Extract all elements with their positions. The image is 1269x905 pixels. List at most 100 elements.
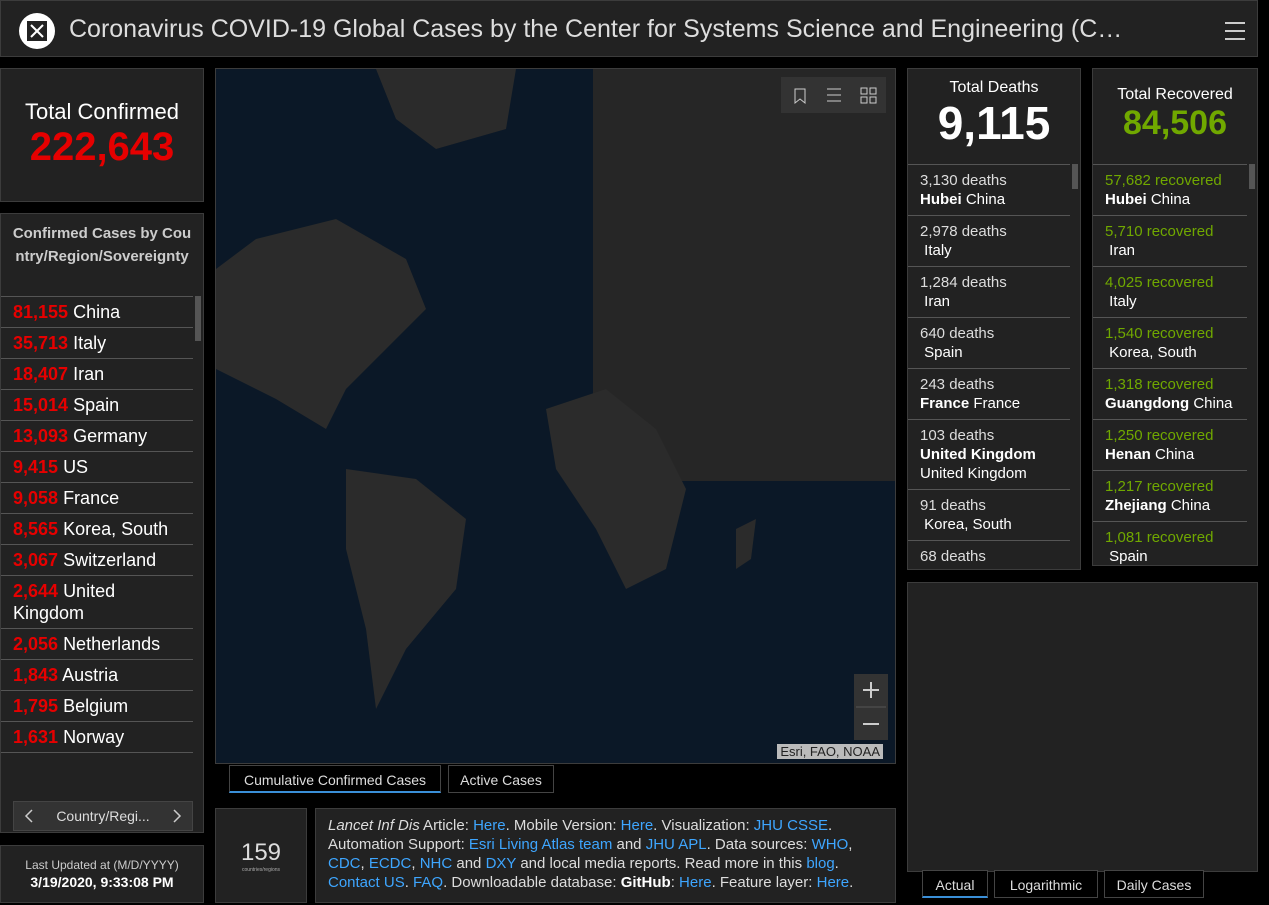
list-row: 4,025 recovered Italy bbox=[1093, 267, 1247, 318]
attribution: Esri, FAO, NOAA bbox=[777, 744, 883, 759]
link[interactable]: WHO bbox=[811, 836, 849, 853]
location: United Kingdom United Kingdom bbox=[920, 445, 1058, 483]
tab[interactable]: Active Cases bbox=[448, 765, 554, 793]
country: Germany bbox=[73, 426, 148, 446]
list-row: 35,713 Italy bbox=[1, 328, 193, 359]
list-row: 91 deaths Korea, South bbox=[908, 490, 1070, 541]
list-row: 1,631 Norway bbox=[1, 722, 193, 753]
countries-count: 159 countries/regions bbox=[215, 808, 307, 903]
region: Hubei bbox=[1105, 191, 1147, 208]
next-button[interactable] bbox=[172, 809, 182, 823]
info: Lancet Inf Dis Article: Here. Mobile Ver… bbox=[315, 808, 896, 903]
text: . Data sources: bbox=[706, 836, 812, 853]
list-nav: Country/Regi... bbox=[13, 801, 193, 831]
value: 84,506 bbox=[1123, 104, 1227, 142]
count: 243 deaths bbox=[920, 376, 995, 393]
label: Last Updated at (M/D/YYYY) bbox=[25, 858, 179, 872]
list-row: 68 deaths bbox=[908, 541, 1070, 569]
country: Netherlands bbox=[63, 634, 161, 654]
count: 9,415 bbox=[13, 457, 59, 477]
region: Hubei bbox=[920, 191, 962, 208]
count: 1,795 bbox=[13, 696, 59, 716]
value: 9,115 bbox=[937, 97, 1051, 149]
country: Korea, South bbox=[63, 519, 169, 539]
text: : bbox=[670, 874, 680, 891]
menu-button[interactable] bbox=[1223, 20, 1247, 42]
country: China bbox=[73, 302, 121, 322]
count: 1,284 deaths bbox=[920, 274, 1007, 291]
country: Italy bbox=[1109, 293, 1137, 310]
link[interactable]: CDC bbox=[328, 855, 361, 872]
prev-button[interactable] bbox=[24, 809, 34, 823]
count: 103 deaths bbox=[920, 427, 995, 444]
info-text: Lancet Inf Dis Article: Here. Mobile Ver… bbox=[316, 809, 895, 899]
list-row: 1,540 recovered Korea, South bbox=[1093, 318, 1247, 369]
link[interactable]: Contact US bbox=[328, 874, 405, 891]
last-updated: Last Updated at (M/D/YYYY) 3/19/2020, 9:… bbox=[0, 845, 204, 903]
region: Zhejiang bbox=[1105, 497, 1167, 514]
country: US bbox=[63, 457, 89, 477]
map-tools[interactable] bbox=[781, 77, 886, 113]
count: 1,217 recovered bbox=[1105, 478, 1214, 495]
deaths: Total Deaths 9,115 3,130 deaths Hubei Chi… bbox=[907, 68, 1081, 570]
country: Korea, South bbox=[1109, 344, 1197, 361]
text: GitHub bbox=[620, 874, 671, 891]
location: Italy bbox=[920, 241, 1058, 260]
link[interactable]: Esri Living Atlas team bbox=[468, 836, 613, 853]
list-row: 2,978 deaths Italy bbox=[908, 216, 1070, 267]
link[interactable]: JHU CSSE bbox=[753, 817, 828, 834]
nav-label: Country/Regi... bbox=[56, 808, 150, 824]
country: China bbox=[965, 191, 1006, 208]
death-rows: 3,130 deaths Hubei China 2,978 deaths Ital… bbox=[908, 164, 1070, 569]
text: . Automation Support: bbox=[328, 817, 836, 853]
title: Coronavirus COVID-19 Global Cases by the… bbox=[69, 15, 1123, 43]
count: 8,565 bbox=[13, 519, 59, 539]
text: , bbox=[360, 855, 369, 872]
recovered: Total Recovered 84,506 57,682 recovered H… bbox=[1092, 68, 1258, 566]
count: 1,631 bbox=[13, 727, 59, 747]
link[interactable]: Here bbox=[473, 817, 506, 834]
list-row: 3,130 deaths Hubei China bbox=[908, 165, 1070, 216]
value: 3/19/2020, 9:33:08 PM bbox=[30, 874, 174, 890]
location: Hubei China bbox=[920, 190, 1058, 209]
location: Spain bbox=[920, 343, 1058, 362]
count: 5,710 recovered bbox=[1105, 223, 1214, 240]
text: . bbox=[834, 855, 844, 872]
text: Article: bbox=[419, 817, 474, 834]
location: Hubei China bbox=[1105, 190, 1235, 209]
link[interactable]: Here bbox=[620, 817, 654, 834]
link[interactable]: Here bbox=[679, 874, 712, 891]
list-row: 13,093 Germany bbox=[1, 421, 193, 452]
tab[interactable]: Daily Cases bbox=[1104, 870, 1204, 898]
country: Italy bbox=[73, 333, 107, 353]
confirmed-list: Confirmed Cases by Country/Region/Sovere… bbox=[0, 213, 204, 833]
link[interactable]: JHU APL bbox=[645, 836, 707, 853]
link[interactable]: ECDC bbox=[368, 855, 412, 872]
scrollbar[interactable] bbox=[195, 296, 201, 341]
list-row: 243 deaths France France bbox=[908, 369, 1070, 420]
count: 81,155 bbox=[13, 302, 69, 322]
country: Austria bbox=[62, 665, 119, 685]
link[interactable]: Here bbox=[816, 874, 850, 891]
link[interactable]: DXY bbox=[485, 855, 517, 872]
link[interactable]: NHC bbox=[419, 855, 453, 872]
link[interactable]: blog bbox=[806, 855, 835, 872]
count: 13,093 bbox=[13, 426, 69, 446]
scrollbar[interactable] bbox=[1072, 164, 1078, 189]
list-row: 9,058 France bbox=[1, 483, 193, 514]
tab[interactable]: Logarithmic bbox=[994, 870, 1098, 898]
link[interactable]: FAQ bbox=[413, 874, 444, 891]
scrollbar[interactable] bbox=[1249, 164, 1255, 189]
list-row: 1,318 recovered Guangdong China bbox=[1093, 369, 1247, 420]
map-canvas: NORTHAMERICANorthAtlanticOceanSOUTHAMERI… bbox=[216, 69, 895, 709]
text: . Feature layer: bbox=[711, 874, 817, 891]
count: 4,025 recovered bbox=[1105, 274, 1214, 291]
tab[interactable]: Cumulative Confirmed Cases bbox=[229, 765, 441, 793]
count: 3,067 bbox=[13, 550, 59, 570]
text: . Visualization: bbox=[653, 817, 754, 834]
zoom-controls[interactable] bbox=[854, 674, 888, 740]
text: Lancet Inf Dis bbox=[328, 817, 420, 834]
tab[interactable]: Actual bbox=[922, 870, 988, 898]
label: countries/regions bbox=[241, 867, 281, 873]
